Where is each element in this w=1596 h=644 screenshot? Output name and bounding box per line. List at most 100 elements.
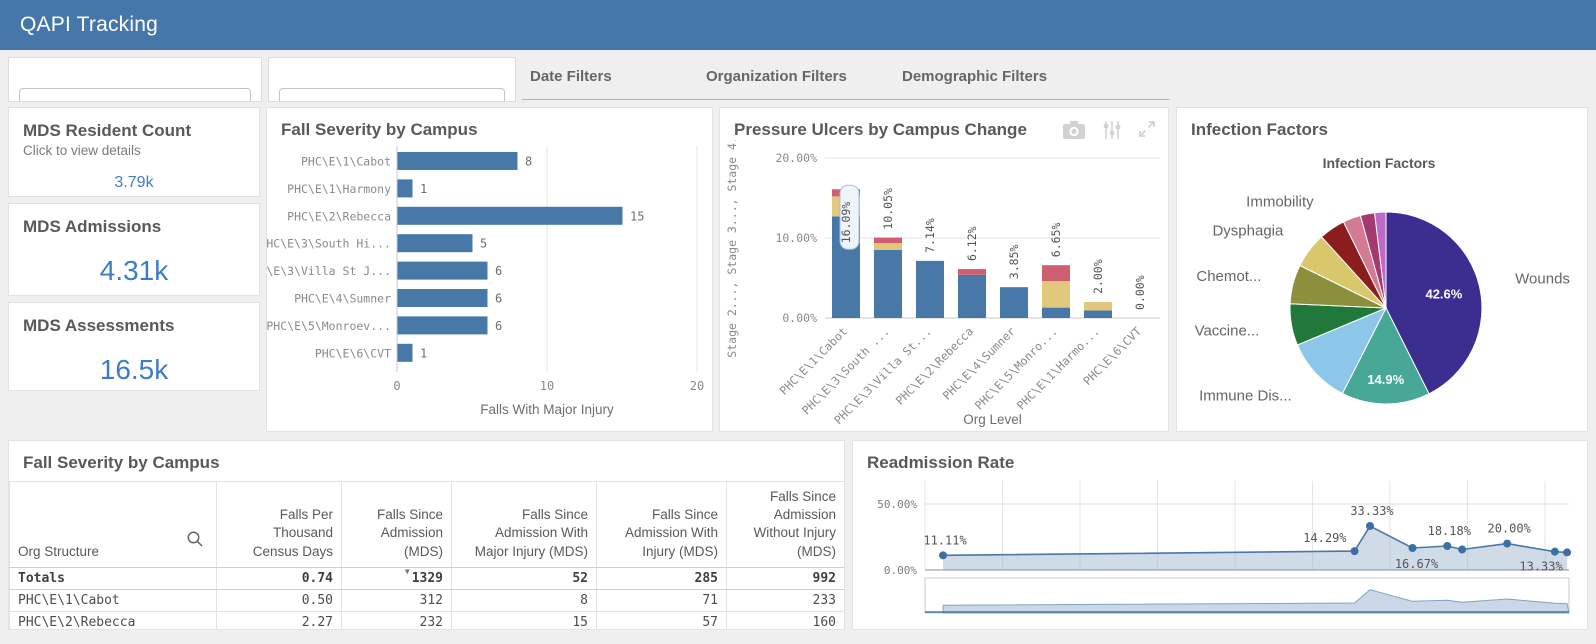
chart-title: Pressure Ulcers by Campus Change [734,120,1027,139]
kpi-value: 4.31k [99,255,169,286]
pie-slice[interactable] [1385,211,1483,395]
y-axis-title: Stage 2..., Stage 3..., Stage 4... [725,140,739,358]
point-label: 33.33% [1350,504,1394,518]
bar-segment[interactable] [1084,310,1112,318]
value-cell: 0.74 [216,566,342,590]
table-title: Fall Severity by Campus [23,453,220,472]
fullscreen-icon[interactable] [1138,120,1156,138]
bar-segment[interactable] [874,237,902,244]
table-row[interactable]: PHC\E\2\Rebecca 2.27 232 15 57 160 [9,610,844,629]
bar-segment[interactable] [958,269,986,275]
kpi-title: MDS Resident Count [23,121,192,140]
data-table[interactable]: Org Structure Falls Per Thousand Census … [9,481,844,629]
tab-demographic-filters[interactable]: Demographic Filters [894,68,1170,100]
filter-search-input-1[interactable] [19,88,251,101]
filter-pane-1[interactable] [8,57,262,102]
infection-factors-pie-chart[interactable]: Infection Factors 42.6% Wounds 14.9% Immune … [1177,140,1587,430]
org-structure-cell: Totals [9,566,217,590]
bar[interactable] [397,234,473,253]
sort-descending-icon: ▼ [404,567,410,576]
page-title: QAPI Tracking [20,13,158,36]
chart-title: Infection Factors [1191,120,1328,139]
bar[interactable] [397,152,518,170]
org-structure-cell[interactable]: PHC\E\1\Cabot [9,588,217,612]
bar-segment[interactable] [1042,281,1070,308]
data-point[interactable] [1458,545,1467,554]
x-axis-title: Falls With Major Injury [480,402,614,417]
chart-title: Fall Severity by Campus [281,120,478,139]
data-point[interactable] [939,551,948,560]
totals-row: Totals 0.74 ▼ 1329 52 285 992 [9,566,844,590]
column-header-label: Org Structure [18,543,100,559]
search-icon[interactable] [186,530,204,548]
bar[interactable] [397,179,413,198]
pie-inner-title: Infection Factors [1323,155,1436,171]
area-fill [943,526,1568,570]
bar-segment[interactable] [1000,287,1028,318]
pie-slice[interactable] [1296,307,1388,395]
data-point[interactable] [1563,548,1572,557]
data-point[interactable] [1550,547,1559,556]
column-header[interactable]: Falls Since Admission (MDS) [341,481,452,568]
bar[interactable] [397,206,623,225]
tab-organization-filters[interactable]: Organization Filters [698,68,894,100]
bar-segment[interactable] [1084,302,1112,311]
bar-segment[interactable] [1042,265,1070,282]
bar[interactable] [397,289,488,307]
slice-percent-label: 42.6% [1425,286,1462,301]
total-label: 6.65% [1049,223,1063,258]
x-tick-label: 20 [690,379,704,393]
org-structure-cell[interactable]: PHC\E\2\Rebecca [9,610,217,629]
filter-search-input-2[interactable] [279,88,505,101]
pressure-ulcers-stacked-chart[interactable]: 0.00% 10.00% 20.00% Stage 2..., Stage 3...,… [720,122,1168,430]
filter-pane-2[interactable] [268,57,516,102]
svg-text:16.09%: 16.09% [839,202,853,244]
bar-segment[interactable] [874,243,902,250]
fall-severity-table[interactable]: Org Structure Falls Per Thousand Census … [9,481,844,629]
bar-segment[interactable] [1042,307,1070,318]
total-label: 3.85% [1007,245,1021,280]
tab-date-filters[interactable]: Date Filters [522,68,698,100]
bar-segment[interactable] [916,260,944,318]
bar-segment[interactable] [874,250,902,318]
data-point[interactable] [1366,522,1375,531]
kpi-card-mds-resident-count[interactable]: MDS Resident Count Click to view details… [8,107,260,197]
pie-slice[interactable] [1374,211,1387,309]
category-label: PHC\E\4\Sumner [940,324,1018,402]
readmission-rate-line-chart[interactable]: 50.00% 0.00% 11.11% 14.29%33.33% 16.67% 18.18… [853,473,1587,625]
value-cell: 160 [726,610,844,629]
column-header[interactable]: Falls Since Admission Without Injury (MD… [726,481,844,568]
column-header[interactable]: Falls Per Thousand Census Days [216,481,342,568]
category-label: PHC\E\1\Cabot [301,155,391,169]
kpi-card-mds-assessments[interactable]: MDS Assessments 16.5k [8,302,260,391]
camera-icon[interactable] [1062,120,1086,140]
kpi-card-mds-admissions[interactable]: MDS Admissions 4.31k [8,203,260,296]
kpi-title: MDS Assessments [23,316,175,335]
slice-label: Vaccine... [1195,323,1260,340]
column-header[interactable]: Falls Since Admission With Major Injury … [451,481,597,568]
column-header[interactable]: Falls Since Admission With Injury (MDS) [596,481,727,568]
y-tick-label: 10.00% [775,231,817,245]
value-cell: 232 [341,610,452,629]
category-label: PHC\E\6\CVT [315,346,391,360]
data-point[interactable] [1503,539,1512,548]
bar[interactable] [397,316,488,335]
value-label: 8 [525,155,532,169]
data-point[interactable] [1408,543,1417,552]
bar[interactable] [397,261,488,280]
bar[interactable] [397,343,413,362]
bar-segment[interactable] [958,274,986,318]
data-point[interactable] [1350,547,1359,556]
column-header[interactable]: Org Structure [9,481,217,568]
value-label: 6 [495,264,502,278]
value-cell: 52 [451,566,597,590]
table-row[interactable]: PHC\E\1\Cabot 0.50 312 8 71 233 [9,588,844,612]
value-cell: 992 [726,566,844,590]
data-point[interactable] [1443,542,1452,551]
total-label: 0.00% [1133,275,1147,310]
fall-severity-bar-chart[interactable]: 0 10 20 PHC\E\1\Cabot 8 PHC\E\1\Harmony 1 PHC\E… [246,140,712,428]
app-header-bar: QAPI Tracking [0,0,1596,50]
category-label: PHC\E\3\Villa St J... [267,264,391,278]
exploration-menu-icon[interactable] [1102,120,1122,140]
pie-slice[interactable] [1341,306,1430,405]
